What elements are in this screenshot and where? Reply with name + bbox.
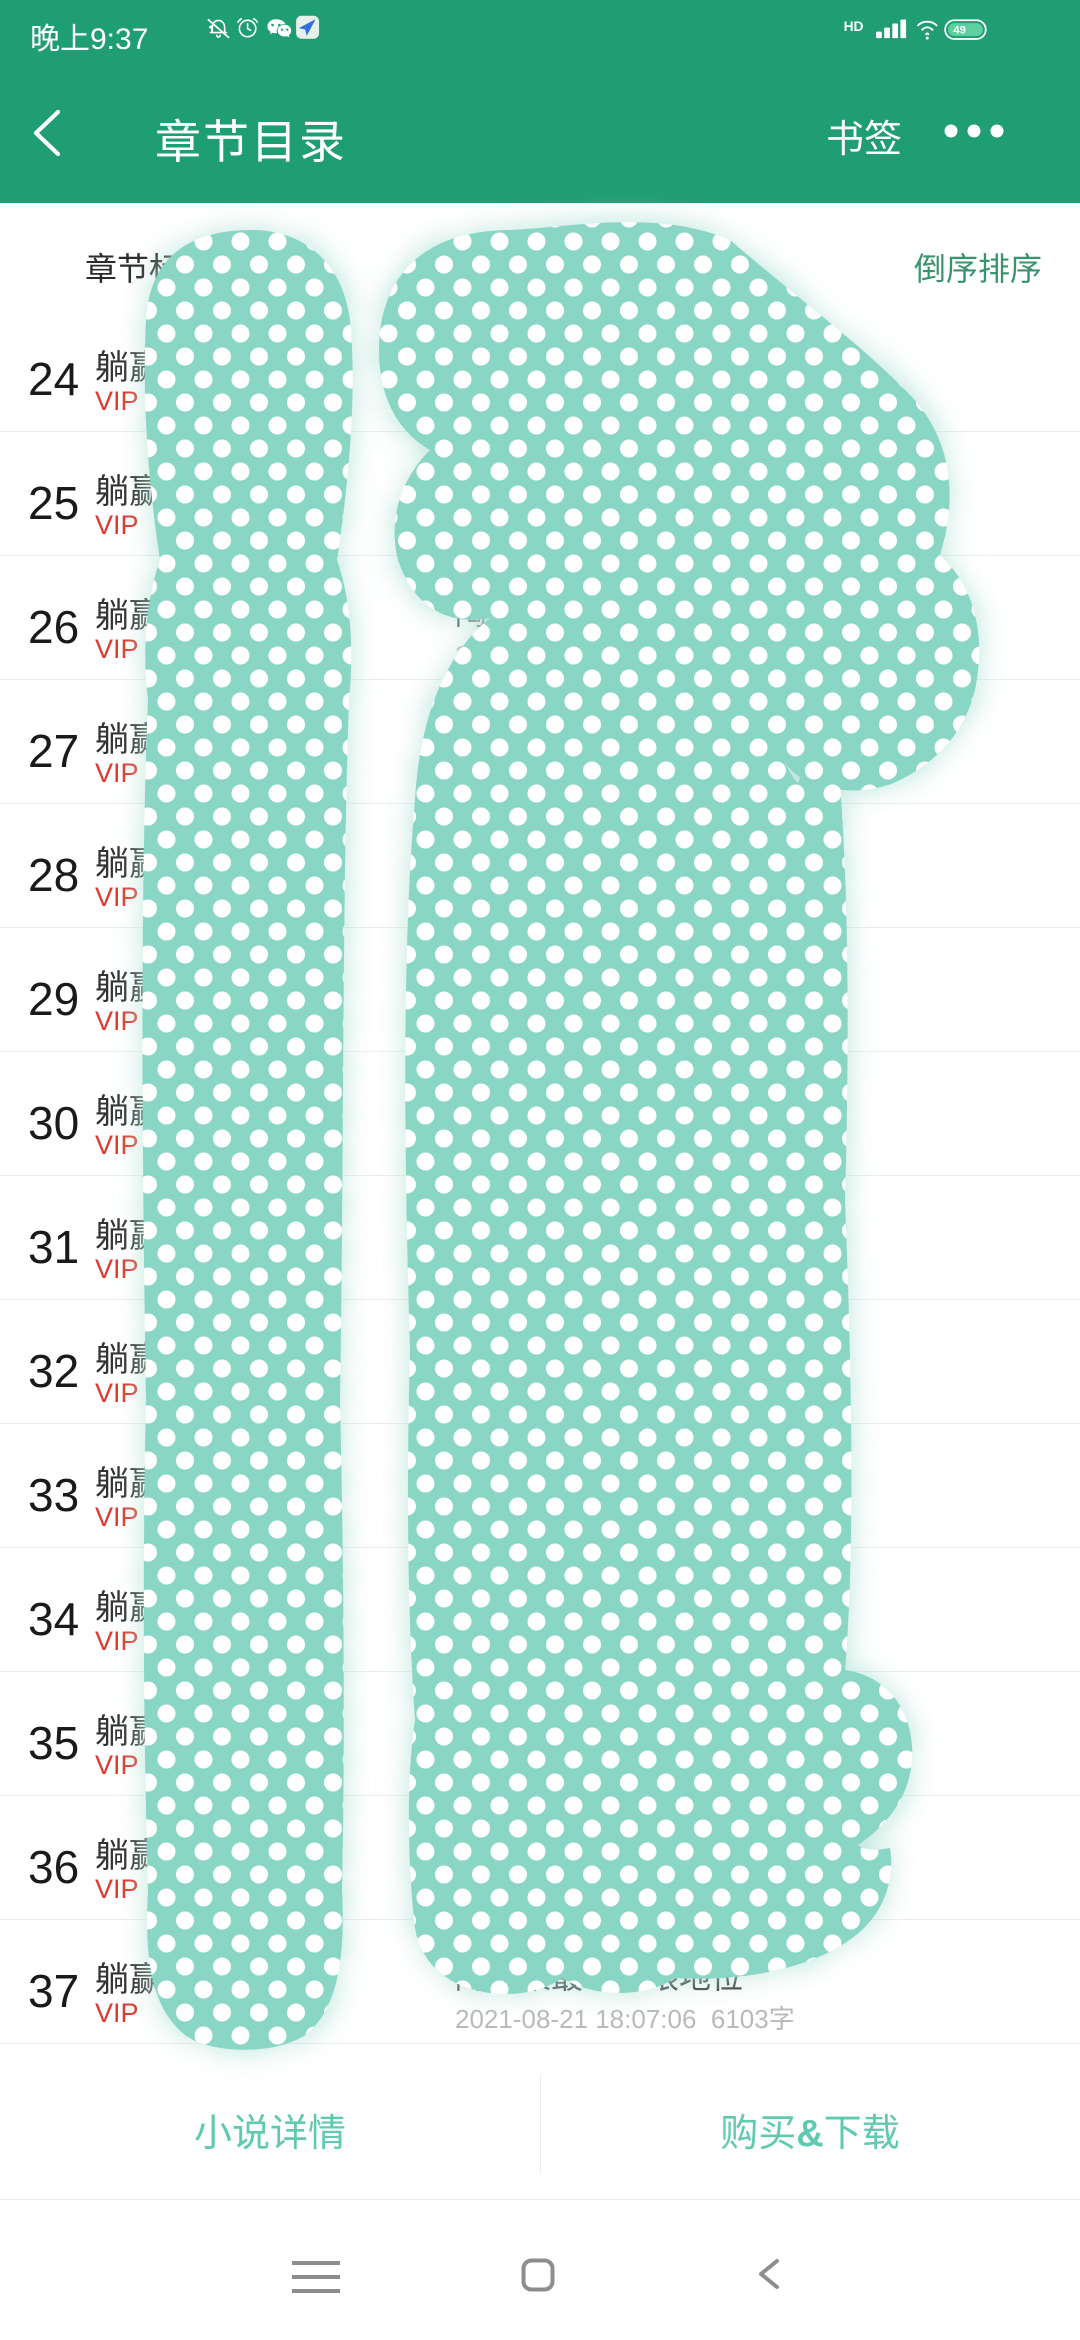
svg-text:HD: HD bbox=[844, 18, 864, 34]
svg-text:49: 49 bbox=[953, 25, 966, 37]
